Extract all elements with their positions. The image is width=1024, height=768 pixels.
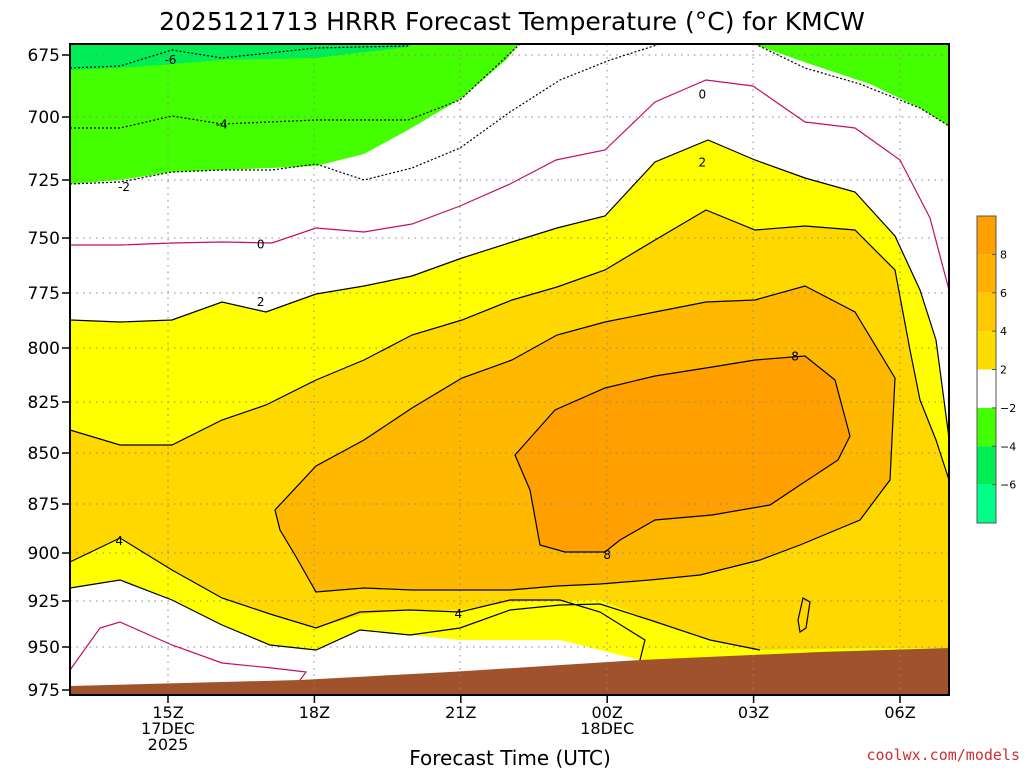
contour-six (274, 285, 896, 593)
y-tick-label-950: 950 (28, 638, 60, 658)
colorbar-band-3 (977, 331, 996, 370)
x-tick-label-15Z: 15Z (152, 703, 183, 722)
contour-label-4: 0 (699, 88, 707, 102)
contour-lines (69, 43, 950, 681)
y-tick-label-825: 825 (28, 393, 60, 413)
y-tick-label-875: 875 (28, 495, 60, 515)
colorbar-label-4: −2 (1000, 402, 1016, 415)
contour-label-7: 4 (115, 534, 123, 548)
chart-title: 2025121713 HRRR Forecast Temperature (°C… (159, 7, 865, 36)
colorbar-band-5 (977, 407, 996, 447)
y-tick-label-800: 800 (28, 339, 60, 359)
contour-label-8: 4 (455, 607, 463, 621)
x-tick-label-18Z: 18Z (299, 703, 330, 722)
colorbar-band-6 (977, 446, 996, 485)
plot-area: -6 -4 -2 0 0 2 2 4 4 8 8 (69, 43, 950, 696)
colorbar-band-4 (977, 369, 996, 408)
y-tick-label-725: 725 (28, 171, 60, 191)
x-tick-label-00Z: 00Z (592, 703, 623, 722)
contour-label-2: -2 (118, 180, 130, 194)
contour-four-low (69, 579, 761, 651)
colorbar-band-7 (977, 484, 996, 523)
filled-bands (70, 44, 949, 695)
colorbar-label-6: −6 (1000, 479, 1016, 492)
contour-minus4 (70, 43, 521, 129)
y-tick-label-700: 700 (28, 108, 60, 128)
x-tick-label-21Z: 21Z (445, 703, 476, 722)
y-tick-label-775: 775 (28, 284, 60, 304)
x-tick-label-2025: 2025 (148, 735, 189, 754)
band-minus6-to-minus4 (70, 44, 414, 70)
colorbar-label-0: 8 (1000, 248, 1007, 261)
contour-labels: -6 -4 -2 0 0 2 2 4 4 8 8 (115, 53, 799, 621)
contour-label-5: 2 (257, 295, 265, 309)
y-tick-label-675: 675 (28, 46, 60, 66)
contour-minus6 (69, 45, 409, 69)
y-axis: 675 700 725 750 775 800 825 850 875 900 925 950 975 (28, 46, 70, 701)
contour-zero-low (69, 621, 308, 681)
colorbar-label-5: −4 (1000, 440, 1016, 453)
credit-text: coolwx.com/models (866, 746, 1020, 764)
colorbar-label-3: 2 (1000, 364, 1007, 377)
contour-minus2 (69, 43, 661, 185)
colorbar-band-0 (977, 216, 996, 255)
y-tick-label-750: 750 (28, 229, 60, 249)
y-tick-label-900: 900 (28, 544, 60, 564)
contour-four (69, 209, 950, 481)
y-tick-label-850: 850 (28, 444, 60, 464)
contour-label-1: -4 (216, 118, 228, 132)
y-tick-label-975: 975 (28, 681, 60, 701)
contour-eight (514, 355, 851, 553)
colorbar: 8 6 4 2 −2 −4 −6 (976, 215, 1016, 524)
colorbar-band-1 (977, 254, 996, 293)
contour-label-10: 8 (791, 350, 799, 364)
grid-lines (70, 44, 949, 695)
contour-zero (70, 79, 950, 291)
contour-label-6: 2 (699, 155, 707, 169)
colorbar-label-2: 4 (1000, 325, 1007, 338)
x-tick-label-18DEC: 18DEC (580, 719, 634, 738)
band-8-to-10 (515, 356, 850, 552)
y-tick-label-925: 925 (28, 592, 60, 612)
x-tick-label-06Z: 06Z (884, 703, 915, 722)
contour-label-3: 0 (257, 238, 265, 252)
x-tick-label-17DEC: 17DEC (141, 719, 195, 738)
contour-label-9: 8 (603, 548, 611, 562)
contour-two-low (69, 537, 646, 661)
x-tick-label-03Z: 03Z (738, 703, 769, 722)
contour-minus4-right (754, 43, 950, 127)
colorbar-band-2 (977, 292, 996, 332)
x-axis-label: Forecast Time (UTC) (409, 746, 611, 768)
plot-frame (69, 43, 950, 696)
band-minus4-to-minus2 (70, 44, 519, 184)
contour-four-loop (797, 597, 811, 634)
terrain (70, 648, 949, 695)
contour-two (69, 139, 950, 439)
colorbar-label-1: 6 (1000, 287, 1007, 300)
contour-label-0: -6 (164, 53, 176, 67)
